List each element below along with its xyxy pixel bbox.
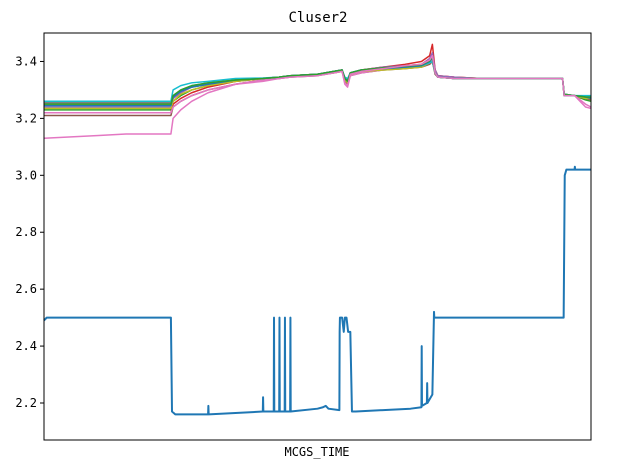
series-line-12 — [44, 55, 592, 114]
y-axis-ticks: 2.2 2.4 2.6 2.8 3.0 3.2 3.4 — [15, 54, 44, 410]
y-tick-label: 2.4 — [15, 339, 37, 353]
chart-title: Cluser2 — [288, 10, 347, 26]
y-tick-label: 2.8 — [15, 225, 37, 239]
series-line-0 — [43, 165, 591, 416]
plot-area-frame — [43, 32, 592, 441]
y-tick-label: 2.6 — [15, 282, 37, 296]
y-tick-label: 3.2 — [15, 111, 37, 125]
y-tick-label: 3.0 — [15, 168, 37, 182]
y-tick-label: 3.4 — [15, 54, 37, 68]
x-axis-label: MCGS_TIME — [284, 445, 349, 459]
y-tick-label: 2.2 — [15, 396, 37, 410]
series-layer — [43, 43, 592, 416]
